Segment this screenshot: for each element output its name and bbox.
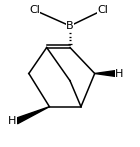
Text: B: B — [66, 21, 74, 31]
Text: Cl: Cl — [29, 5, 40, 15]
Text: H: H — [8, 116, 17, 126]
Polygon shape — [15, 107, 49, 124]
Text: H: H — [115, 69, 124, 78]
Polygon shape — [95, 71, 115, 76]
Text: Cl: Cl — [97, 5, 108, 15]
